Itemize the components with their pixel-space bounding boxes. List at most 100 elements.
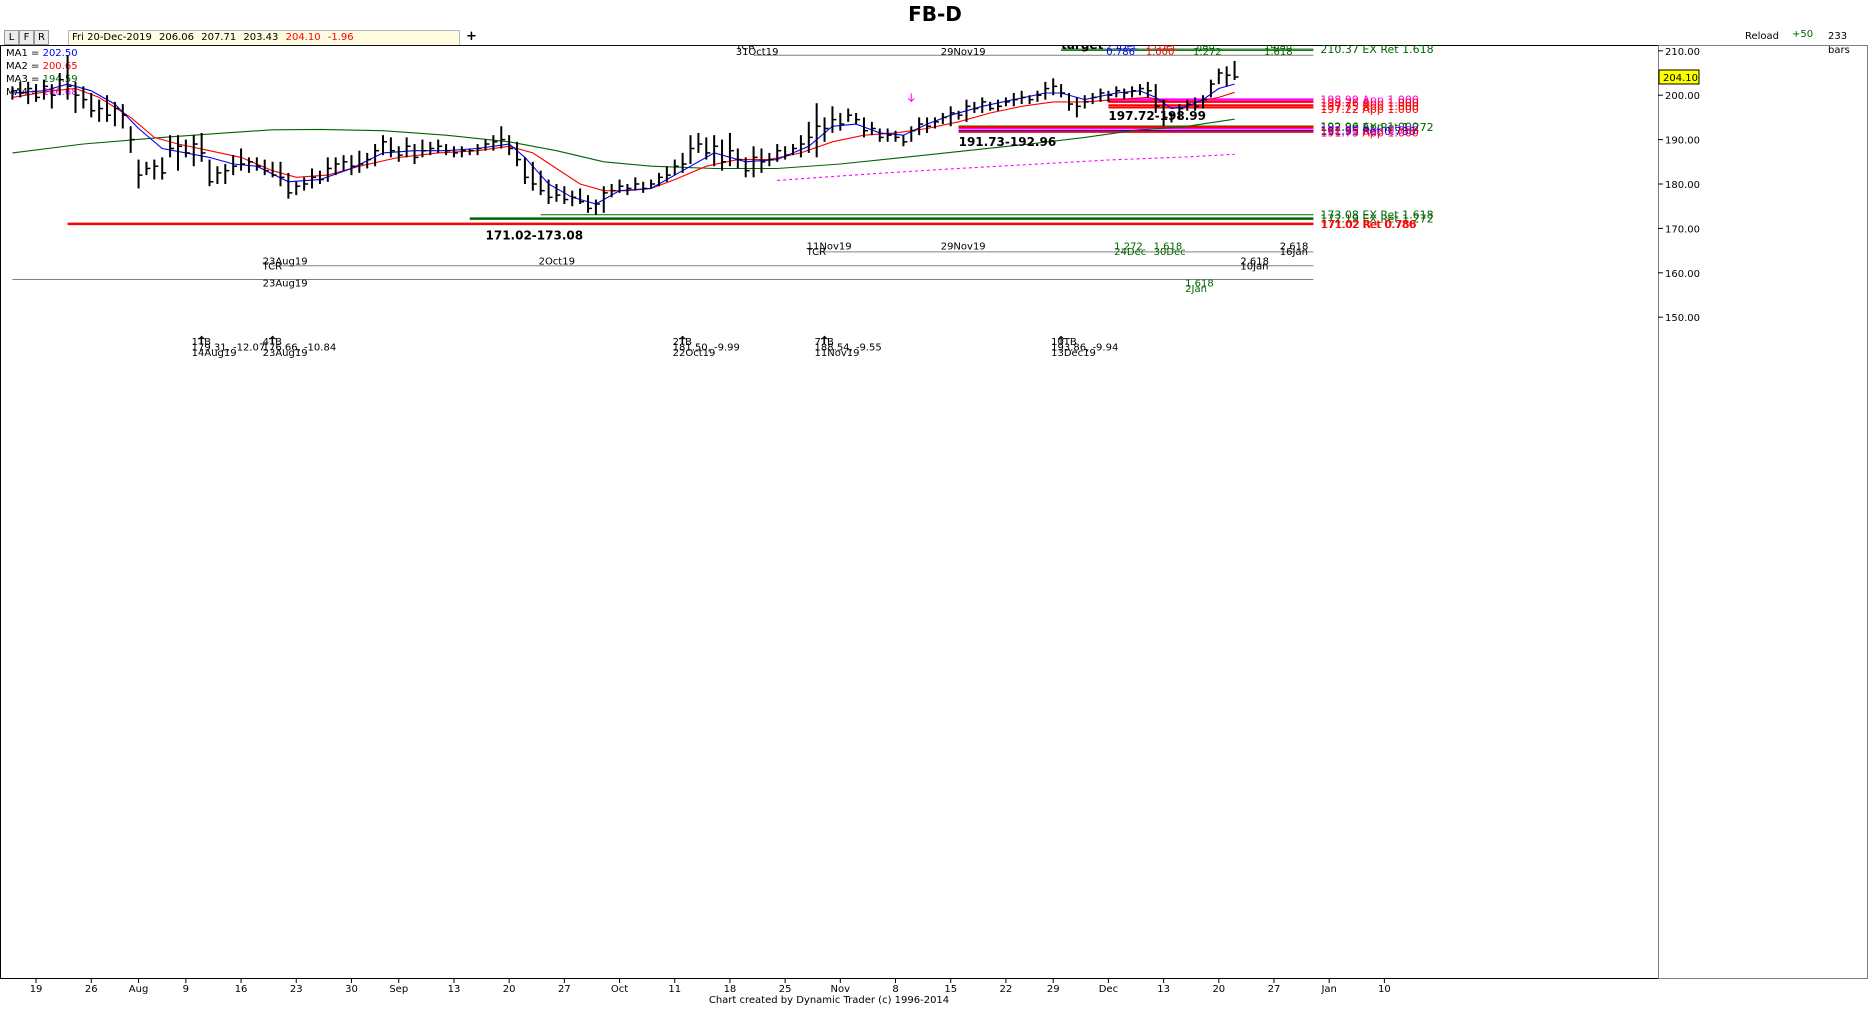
zone-label: 197.72-198.99	[1108, 109, 1206, 123]
annotation-text: 23Aug19	[263, 279, 308, 290]
x-tick-label: 11	[668, 984, 681, 994]
x-tick-label: 27	[1268, 984, 1281, 994]
annotation-text: 1.272	[1193, 47, 1222, 58]
annotation-text: 1.000	[1146, 47, 1175, 58]
x-tick-label: 29	[1047, 984, 1060, 994]
cluster-label: 171.02 Ret 0.786	[1321, 218, 1416, 231]
annotation-text: 23Dec	[1106, 45, 1138, 52]
zone-label: 171.02-173.08	[486, 229, 584, 243]
annotation-text: 29Nov19	[941, 242, 986, 253]
last-price-box	[1658, 69, 1700, 85]
x-tick-label: Nov	[831, 984, 851, 994]
annotation-text: 14Aug19	[192, 348, 237, 359]
annotation-text: 13Dec19	[1051, 348, 1096, 359]
cluster-label: 197.22 App 1.000	[1320, 103, 1418, 116]
annotation-text: 181.50, -9.99	[673, 343, 740, 354]
arrow-head-up-icon	[679, 335, 686, 340]
annotation-text: 188.54, -9.55	[815, 343, 882, 354]
annotation-text: 3Jan	[1193, 45, 1215, 52]
f-button[interactable]: F	[19, 30, 34, 45]
annotation-text: 193.86, -9.94	[1051, 343, 1118, 354]
annotation-text: 1.618	[1264, 47, 1293, 58]
x-tick-label: 20	[1212, 984, 1225, 994]
add-button[interactable]: +	[466, 29, 477, 44]
annotation-text: 23Aug19	[263, 256, 308, 267]
annotation-text: 20Sep19	[444, 45, 488, 47]
r-button[interactable]: R	[34, 30, 49, 45]
offset-value[interactable]: +50	[1792, 29, 1814, 40]
annotation-text: 2Jan	[1185, 284, 1207, 295]
annotation-text: 2.618	[1280, 242, 1309, 253]
annotation-text: 31Oct19	[736, 47, 779, 58]
cluster-label: 191.73 App 1.000	[1320, 126, 1418, 139]
footer-credit: Chart created by Dynamic Trader (c) 1996…	[708, 995, 950, 1006]
cluster-label: 192.96 App 1.000	[1320, 120, 1418, 133]
legend-ma2: MA2 = 200.65	[6, 61, 78, 72]
top-bar: FB-D L F R Fri 20-Dec-2019 206.06 207.71…	[0, 0, 1870, 56]
annotation-text: 1.618	[1185, 279, 1214, 290]
quote-change: -1.96	[327, 32, 354, 43]
quote-box: Fri 20-Dec-2019 206.06 207.71 203.43 204…	[68, 30, 460, 46]
cluster-label: 198.99 App 1.000	[1320, 94, 1418, 107]
x-tick-label: Oct	[611, 984, 628, 994]
x-tick-label: Jan	[1320, 984, 1336, 994]
x-tick-label: 15	[944, 984, 957, 994]
arrow-head-up-icon	[821, 335, 828, 340]
x-tick-label: 9	[183, 984, 189, 994]
x-tick-label: 23	[290, 984, 303, 994]
annotation-text: 29Nov19	[941, 47, 986, 58]
x-tick-label: Sep	[389, 984, 408, 994]
x-tick-label: 30	[345, 984, 358, 994]
quote-open: 206.06	[159, 32, 195, 43]
annotation-text: 176.66, -10.84	[263, 343, 337, 354]
quote-high: 207.71	[201, 32, 237, 43]
y-tick-label: 200.00	[1665, 91, 1700, 102]
y-tick-label: 160.00	[1665, 269, 1700, 280]
last-price-label: 204.10	[1663, 73, 1698, 84]
legend-ma1: MA1 = 202.50	[6, 48, 78, 59]
x-tick-label: 8	[892, 984, 898, 994]
zone-label: 191.73-192.96	[959, 135, 1057, 149]
zone-label: target	[1061, 45, 1103, 52]
arrow-head-up-icon	[1057, 335, 1065, 340]
y-tick-label: 170.00	[1665, 224, 1700, 235]
y-tick-label: 180.00	[1665, 180, 1700, 191]
annotation-text: 1.272	[1114, 242, 1143, 253]
quote-low: 203.43	[243, 32, 279, 43]
cluster-label: 191.95 Ret 0.786	[1320, 125, 1415, 138]
quote-close: 204.10	[285, 32, 321, 43]
chart-title: FB-D	[908, 2, 962, 26]
reload-button[interactable]: Reload	[1745, 31, 1780, 42]
x-tick-label: 27	[558, 984, 571, 994]
cluster-label: 198.26 App 1.000	[1320, 97, 1418, 110]
level-label: 173.08 EX Ret 1.618	[1320, 209, 1433, 222]
level-label: 171.02 Ret 0.786	[1320, 218, 1415, 231]
x-tick-label: 25	[779, 984, 792, 994]
annotation-text: TCR	[735, 45, 756, 52]
cluster-label: 192.80 EX Ret 1.272	[1320, 121, 1433, 134]
annotation-text: 22Oct19	[673, 348, 716, 359]
cluster-label: 192.20 App 0.786	[1320, 124, 1418, 137]
annotation-text: 11Nov19	[815, 348, 860, 359]
x-tick-label: 26	[85, 984, 98, 994]
bars-count: 233 bars	[1828, 31, 1850, 56]
arrow-head-up-icon	[269, 335, 276, 340]
l-button[interactable]: L	[4, 30, 19, 45]
arrow-head-down-icon	[907, 98, 915, 103]
annotation-text: 24Dec	[1114, 247, 1146, 258]
annotation-text: 179.31, -12.07	[192, 343, 266, 354]
quote-date: Fri 20-Dec-2019	[72, 32, 152, 43]
annotation-text: 16Jan	[1280, 247, 1308, 258]
y-tick-label: 210.00	[1665, 47, 1700, 58]
arrow-head-up-icon	[198, 335, 205, 340]
annotation-text: 10TB	[1051, 337, 1077, 348]
level-label: 172.19 EX Ret 1.272	[1320, 213, 1433, 226]
annotation-text: 2Oct19	[539, 256, 575, 267]
ma4-line	[777, 153, 1235, 181]
x-tick-label: 22	[1000, 984, 1013, 994]
annotation-text: TCR	[806, 247, 827, 258]
x-tick-label: Dec	[1099, 984, 1118, 994]
annotation-text: TCR	[262, 262, 283, 273]
annotation-text: 25Jul19	[42, 45, 80, 47]
plot-frame	[0, 45, 1659, 979]
